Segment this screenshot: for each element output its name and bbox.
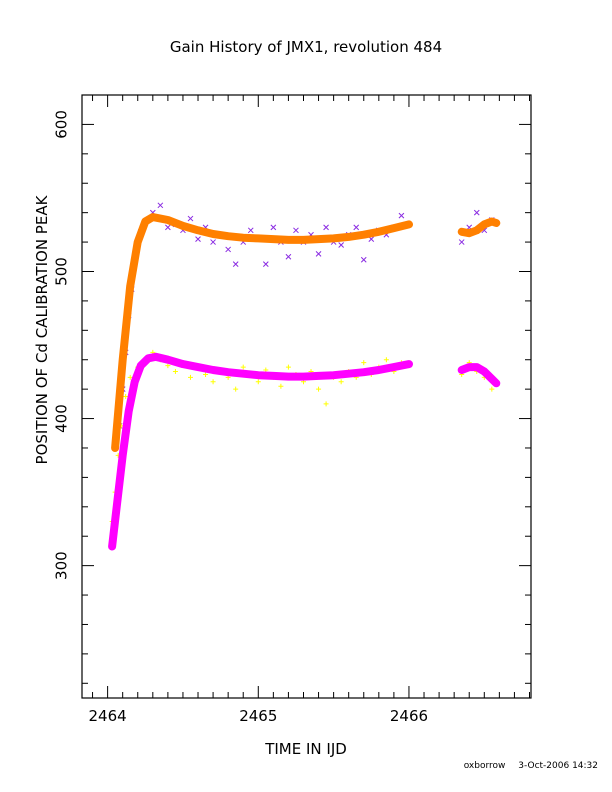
data-point-0 [157, 202, 164, 209]
fit-curve-3 [108, 352, 413, 551]
y-tick-label: 300 [53, 551, 71, 580]
data-point-1 [383, 357, 389, 363]
data-point-1 [489, 386, 495, 392]
data-point-0 [165, 224, 171, 231]
y-axis-label: POSITION OF Cd CALIBRATION PEAK [33, 195, 51, 465]
data-point-0 [247, 227, 254, 234]
data-point-1 [165, 363, 171, 369]
y-tick-label: 500 [53, 257, 71, 286]
footer-stamp: oxborrow 3-Oct-2006 14:32 [454, 761, 598, 771]
data-point-1 [123, 394, 129, 399]
data-point-1 [233, 386, 239, 392]
fit-curve-3 [457, 363, 501, 388]
data-point-0 [473, 209, 480, 216]
data-point-0 [353, 224, 360, 231]
data-point-0 [210, 239, 216, 245]
data-point-0 [360, 256, 367, 263]
y-tick-label: 400 [53, 404, 71, 433]
fit-curve-2 [457, 217, 501, 238]
data-point-0 [338, 242, 345, 248]
data-point-1 [278, 383, 284, 389]
data-point-0 [285, 253, 292, 260]
data-point-1 [187, 374, 193, 380]
plot-frame [81, 94, 532, 699]
data-point-1 [361, 360, 367, 366]
data-point-0 [225, 246, 232, 253]
data-point-1 [255, 379, 261, 385]
data-point-0 [270, 224, 277, 231]
x-tick-label: 2465 [239, 707, 277, 725]
data-point-0 [315, 250, 322, 257]
data-point-1 [240, 364, 246, 370]
data-point-0 [458, 239, 465, 245]
fit-curve-2 [111, 213, 413, 452]
data-point-1 [127, 374, 133, 380]
y-tick-label: 600 [53, 110, 71, 139]
data-point-1 [285, 364, 291, 370]
x-tick-label: 2466 [390, 707, 428, 725]
data-point-1 [172, 368, 178, 374]
data-point-1 [338, 379, 344, 385]
data-point-0 [398, 212, 405, 219]
data-point-0 [232, 261, 239, 267]
data-point-0 [293, 227, 299, 234]
data-point-0 [187, 215, 194, 222]
data-point-1 [203, 371, 209, 377]
data-point-1 [323, 401, 329, 407]
data-point-0 [323, 224, 329, 231]
data-point-0 [262, 261, 269, 267]
data-point-1 [316, 386, 322, 392]
x-tick-label: 2464 [89, 707, 127, 725]
chart-title: Gain History of JMX1, revolution 484 [169, 38, 443, 56]
data-point-0 [195, 236, 201, 242]
footer-timestamp: 3-Oct-2006 14:32 [518, 761, 598, 771]
footer-author: oxborrow [463, 761, 506, 771]
x-axis-label: TIME IN IJD [265, 740, 347, 758]
data-point-1 [210, 379, 216, 385]
